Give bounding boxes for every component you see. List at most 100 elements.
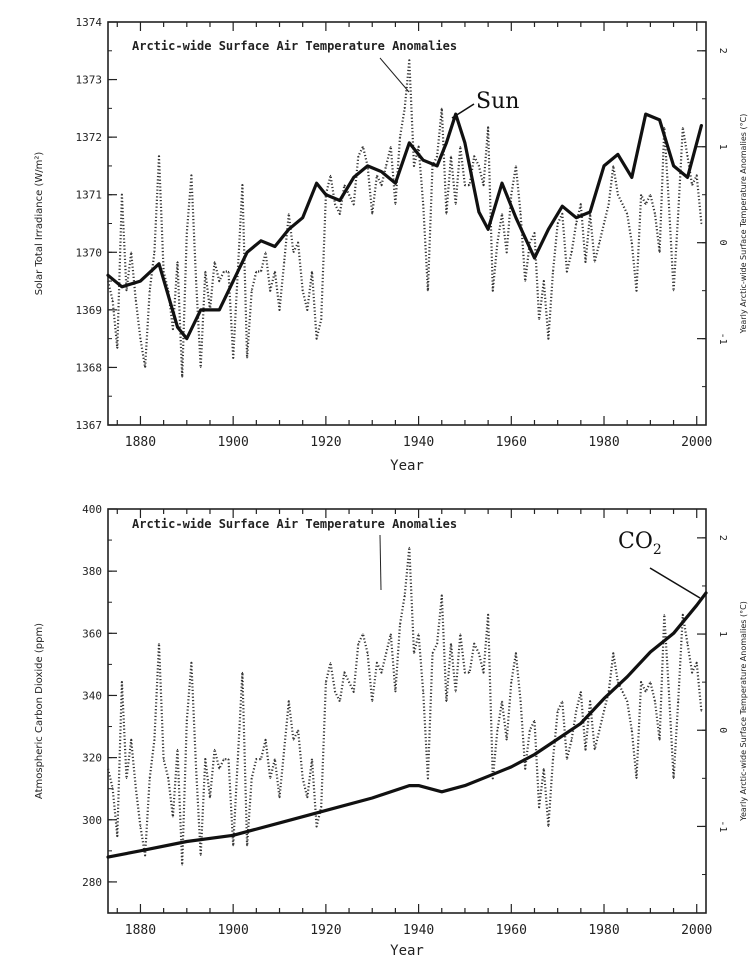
- temperature-point: [107, 768, 109, 770]
- x-axis-label: Year: [390, 943, 424, 957]
- temperature-point: [251, 777, 253, 779]
- temperature-point: [121, 194, 123, 196]
- temperature-point: [348, 194, 350, 196]
- temperature-point: [427, 290, 429, 292]
- temperature-point: [343, 184, 346, 186]
- temperature-point: [570, 251, 573, 253]
- temperature-point: [158, 155, 160, 157]
- temperature-point: [260, 758, 262, 760]
- temperature-point: [195, 768, 197, 770]
- temperature-point: [496, 242, 498, 244]
- temperature-point: [561, 700, 563, 702]
- temperature-point: [649, 194, 651, 196]
- temperature-point: [431, 652, 434, 654]
- temperature-point: [482, 671, 485, 674]
- temperature-point: [608, 203, 610, 205]
- temperature-point: [158, 643, 160, 645]
- temperature-point: [153, 739, 155, 741]
- y-tick-label: 1368: [76, 361, 103, 374]
- temperature-point: [241, 184, 244, 186]
- temperature-point: [654, 700, 656, 702]
- temperature-point: [635, 777, 638, 779]
- x-tick-label: 2000: [681, 435, 712, 450]
- y-axis-label: Solar Total Irradiance (W/m²): [34, 152, 45, 296]
- temperature-point: [408, 546, 410, 549]
- temperature-point: [598, 242, 600, 244]
- temperature-point: [570, 739, 573, 741]
- temperature-point: [515, 165, 517, 167]
- series-label-subscript: 2: [653, 542, 662, 558]
- temperature-point: [260, 270, 262, 273]
- temperature-point: [621, 203, 624, 205]
- temperature-point: [566, 758, 568, 760]
- y2-tick-label: 2: [717, 48, 728, 54]
- y2-tick-label: 0: [717, 240, 728, 246]
- temperature-point: [353, 203, 355, 205]
- temperature-point: [167, 777, 169, 779]
- temperature-point: [255, 758, 257, 760]
- temperature-point: [621, 691, 624, 693]
- temperature-point: [561, 213, 563, 215]
- temperature-point: [631, 242, 633, 244]
- temperature-point: [473, 643, 475, 645]
- temperature-point: [417, 633, 420, 635]
- temperature-point: [311, 270, 313, 273]
- temperature-point: [598, 729, 600, 731]
- temperature-point: [255, 270, 257, 273]
- temperature-point: [663, 614, 665, 616]
- temperature-point: [459, 633, 461, 635]
- temperature-point: [297, 242, 299, 244]
- y2-tick-label: 0: [717, 727, 728, 733]
- y-tick-label: 1370: [76, 246, 103, 259]
- temperature-point: [594, 748, 596, 751]
- temperature-point: [603, 222, 605, 225]
- temperature-point: [153, 251, 155, 253]
- temperature-point: [487, 614, 489, 616]
- temperature-point: [450, 643, 452, 645]
- temperature-point: [640, 194, 642, 196]
- y-axis-label: Atmospheric Carbon Dioxide (ppm): [34, 623, 45, 799]
- temperature-point: [422, 203, 424, 205]
- temperature-point: [510, 194, 512, 196]
- temperature-point: [204, 270, 206, 273]
- temperature-point: [302, 777, 304, 779]
- temperature-point: [533, 232, 536, 234]
- temperature-point: [385, 165, 387, 167]
- temperature-point: [246, 357, 248, 359]
- temperature-point: [357, 155, 359, 157]
- temperature-point: [144, 366, 146, 369]
- temperature-point: [492, 290, 494, 292]
- temperature-point: [269, 777, 271, 779]
- x-tick-label: 1880: [125, 435, 156, 450]
- x-tick-label: 1920: [310, 923, 341, 938]
- temperature-point: [552, 270, 554, 273]
- temperature-point: [445, 700, 448, 702]
- temperature-point: [450, 155, 452, 157]
- temperature-point: [487, 126, 489, 129]
- temperature-point: [325, 681, 327, 683]
- panel-title: Arctic-wide Surface Air Temperature Anom…: [132, 517, 457, 531]
- temperature-point: [677, 700, 679, 702]
- temperature-point: [135, 787, 137, 789]
- temperature-point: [635, 290, 638, 292]
- temperature-point: [348, 681, 350, 683]
- temperature-point: [594, 261, 596, 263]
- temperature-point: [116, 835, 118, 837]
- temperature-point: [334, 691, 336, 693]
- temperature-point: [589, 700, 591, 702]
- temperature-point: [584, 748, 587, 751]
- temperature-point: [316, 338, 318, 340]
- y2-axis-label: Yearly Arctic-wide Surface Temperature A…: [739, 114, 748, 335]
- temperature-point: [533, 720, 536, 722]
- temperature-point: [668, 203, 670, 205]
- temperature-point: [691, 184, 693, 186]
- temperature-point: [617, 194, 619, 196]
- temperature-point: [237, 758, 239, 760]
- temperature-point: [172, 816, 174, 818]
- temperature-point: [413, 165, 415, 167]
- x-tick-label: 1980: [588, 923, 619, 938]
- temperature-point: [441, 594, 443, 597]
- x-tick-label: 1960: [496, 923, 527, 938]
- temperature-point: [251, 290, 253, 292]
